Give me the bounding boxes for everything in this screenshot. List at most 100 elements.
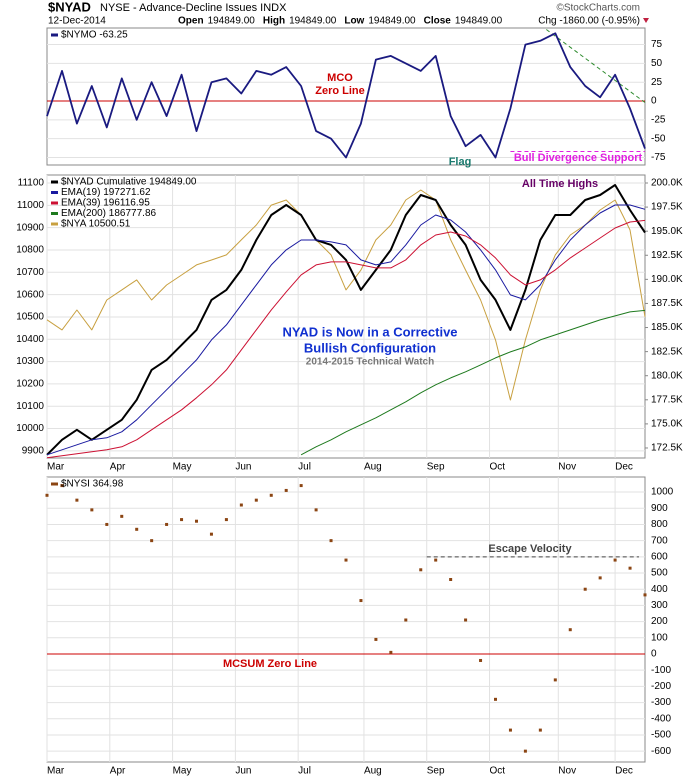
y-tick-label: 10800 [16, 245, 44, 256]
legend-swatch [51, 482, 58, 486]
quote-label: Close [424, 16, 452, 27]
symbol: $NYAD [48, 0, 91, 14]
y-tick-label: 1000 [651, 487, 674, 498]
x-tick-label: Jun [235, 766, 251, 777]
y-tick-label: 10500 [16, 312, 44, 323]
dot [404, 618, 408, 622]
y-tick-label: 10100 [16, 401, 44, 412]
quote-value: 194849.00 [368, 16, 416, 27]
annotation: Flag [449, 156, 472, 168]
dot [90, 508, 94, 512]
y-tick-label: 700 [651, 535, 668, 546]
annotation: Bullish Configuration [304, 340, 436, 355]
dot [329, 539, 333, 543]
annotation: NYAD is Now in a Corrective [282, 324, 457, 339]
x-tick-label: Mar [47, 462, 65, 473]
y-tick-label: 10900 [16, 222, 44, 233]
legend-swatch [51, 33, 58, 37]
dot [434, 558, 438, 562]
y-tick-label: -100 [651, 665, 671, 676]
dot [314, 508, 318, 512]
x-tick-label: Apr [110, 766, 126, 777]
x-tick-label: Jul [298, 766, 311, 777]
quote: Open 194849.00 High 194849.00 Low 194849.00 Cl… [178, 16, 503, 27]
x-tick-label: May [173, 462, 192, 473]
y-tick-label: -400 [651, 713, 671, 724]
y-tick-label: 75 [651, 39, 663, 50]
legend-label: $NYA 10500.51 [61, 219, 131, 230]
y2-tick-label: 187.5K [651, 298, 683, 309]
y-tick-label: 9900 [22, 445, 45, 456]
y-tick-label: 500 [651, 568, 668, 579]
series-line [46, 189, 646, 401]
dot [464, 618, 468, 622]
x-tick-label: Nov [558, 766, 576, 777]
y2-tick-label: 177.5K [651, 394, 683, 405]
dot [583, 587, 587, 591]
x-tick-label: Nov [558, 462, 576, 473]
y2-tick-label: 197.5K [651, 202, 683, 213]
dot [180, 518, 184, 522]
annotation: 2014-2015 Technical Watch [306, 357, 434, 368]
y-tick-label: 10300 [16, 356, 44, 367]
dot [508, 728, 512, 732]
y-tick-label: -25 [651, 114, 666, 125]
x-tick-label: Sep [427, 766, 445, 777]
y-tick-label: -300 [651, 697, 671, 708]
dot [299, 484, 303, 488]
series-line [46, 32, 646, 159]
annotation: All Time Highs [522, 178, 598, 190]
dot [568, 628, 572, 632]
legend-label: EMA(19) 197271.62 [61, 187, 151, 198]
y2-tick-label: 185.0K [651, 322, 683, 333]
dot [359, 599, 363, 603]
dot [553, 678, 557, 682]
x-tick-label: Mar [47, 766, 65, 777]
x-tick-label: Aug [364, 766, 382, 777]
description: NYSE - Advance-Decline Issues INDX [100, 2, 287, 14]
dot [105, 522, 109, 526]
y-tick-label: 11100 [18, 178, 45, 189]
annotation: MCSUM Zero Line [223, 658, 317, 670]
y-tick-label: -200 [651, 681, 671, 692]
x-tick-label: Sep [427, 462, 445, 473]
change: Chg -1860.00 (-0.95%) [538, 16, 640, 27]
quote-label: Open [178, 16, 204, 27]
legend-label: $NYSI 364.98 [61, 479, 124, 490]
dot [150, 539, 154, 543]
y-tick-label: 10000 [16, 423, 44, 434]
dot [209, 532, 213, 536]
date: 12-Dec-2014 [48, 16, 106, 27]
legend-label: EMA(39) 196116.95 [61, 198, 150, 209]
y-tick-label: 10400 [16, 334, 44, 345]
dot [135, 527, 139, 531]
y2-tick-label: 172.5K [651, 443, 683, 454]
y2-tick-label: 200.0K [651, 178, 683, 189]
dot [344, 558, 348, 562]
dot [389, 650, 393, 654]
y-tick-label: 10200 [16, 379, 44, 390]
y-tick-label: -600 [651, 746, 671, 757]
y-tick-label: 11000 [17, 200, 45, 211]
legend-label: $NYAD Cumulative 194849.00 [61, 177, 197, 188]
legend-swatch [51, 191, 58, 194]
y-tick-label: 300 [651, 600, 668, 611]
annotation: Escape Velocity [488, 543, 572, 555]
y2-tick-label: 190.0K [651, 274, 683, 285]
x-tick-label: Jul [298, 462, 311, 473]
y-tick-label: -75 [651, 152, 666, 163]
annotation: Bull Divergence Support [514, 152, 643, 164]
x-tick-label: Aug [364, 462, 382, 473]
dot [269, 493, 273, 497]
dot [523, 749, 527, 753]
legend-swatch [51, 212, 58, 215]
y-tick-label: 0 [651, 649, 657, 660]
y-tick-label: 900 [651, 503, 668, 514]
series-line [46, 184, 646, 456]
y-tick-label: 25 [651, 77, 663, 88]
dot [45, 493, 49, 497]
legend-label: EMA(200) 186777.86 [61, 208, 157, 219]
down-arrow [643, 18, 649, 23]
y-tick-label: 10600 [16, 289, 44, 300]
y-tick-label: 50 [651, 58, 663, 69]
